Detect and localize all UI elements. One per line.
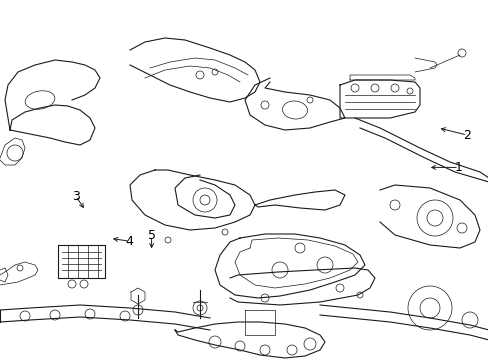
Text: 3: 3 [72, 190, 80, 203]
Text: 5: 5 [147, 229, 155, 242]
Text: 2: 2 [462, 129, 470, 141]
Text: 4: 4 [125, 235, 133, 248]
Text: 1: 1 [454, 161, 462, 174]
